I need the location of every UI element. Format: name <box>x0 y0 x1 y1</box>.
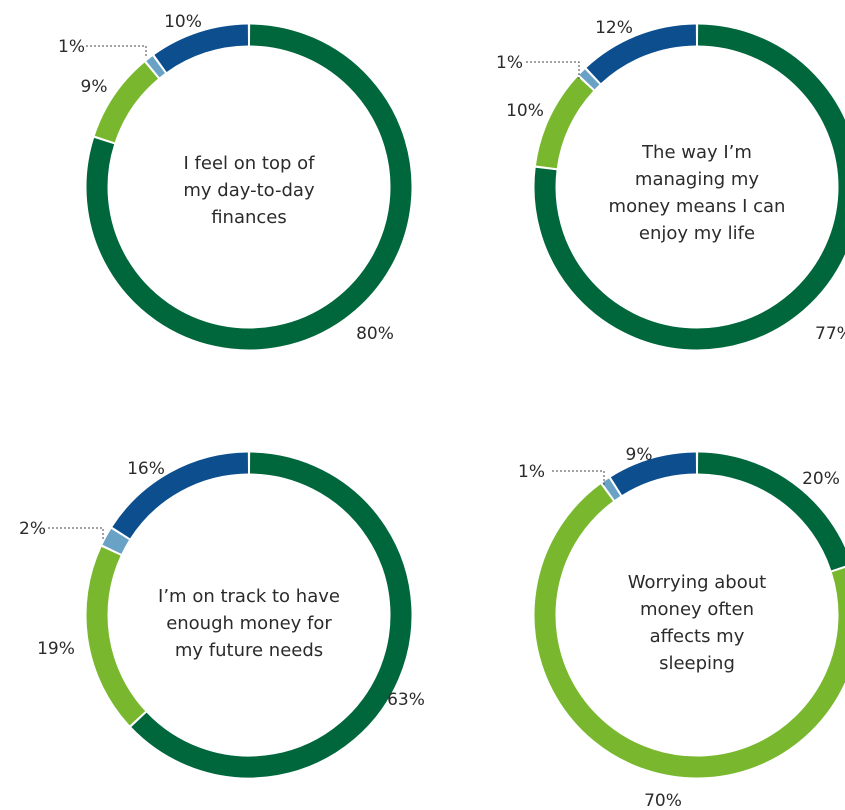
data-label-light-green: 10% <box>506 101 544 121</box>
donut-segment-dark-blue <box>112 452 249 539</box>
donut-segment-dark-green <box>697 452 845 571</box>
chart-title-line: enough money for <box>166 613 332 634</box>
donut-segment-light-green <box>535 76 594 169</box>
donut-segment-light-green <box>94 62 159 143</box>
chart-title-line: sleeping <box>659 653 735 674</box>
data-label-dark-green: 77% <box>815 324 845 344</box>
donut-segment-dark-blue <box>610 452 697 496</box>
leader-line <box>526 61 580 80</box>
chart-title-line: Worrying about <box>628 572 766 593</box>
data-label-dark-blue: 12% <box>595 18 633 38</box>
chart-title-i-feel-on-top-of-my-day-to-day: I feel on top of my day-to-day finances <box>183 153 315 228</box>
donut-segment-dark-green <box>131 452 412 778</box>
donut-segment-light-blue <box>146 56 166 78</box>
data-label-light-blue: 2% <box>19 519 46 539</box>
data-label-light-blue: 1% <box>496 53 523 73</box>
donut-segment-dark-blue <box>586 24 697 84</box>
data-label-dark-blue: 9% <box>626 445 653 465</box>
chart-title-line: affects my <box>650 626 745 647</box>
chart-title-line: managing my <box>635 169 760 190</box>
data-label-dark-green: 80% <box>356 324 394 344</box>
donut-chart-day-to-day-finances: 80% 9% 1% 10% I feel on top of my day-to-day f… <box>58 12 412 350</box>
donut-segment-dark-green <box>86 24 412 350</box>
chart-title-i-m-on-track-to-have-enough-mo: I’m on track to have enough money for my f… <box>158 586 340 661</box>
chart-title-line: I’m on track to have <box>158 586 340 607</box>
data-label-light-blue: 1% <box>58 37 85 57</box>
leader-line <box>552 470 605 485</box>
donut-chart-affects-sleeping: 20% 70% 1% 9% Worrying about money often affec… <box>518 445 845 810</box>
data-label-light-green: 70% <box>644 791 682 810</box>
donut-segment-light-blue <box>579 69 600 90</box>
data-label-light-blue: 1% <box>518 462 545 482</box>
chart-title-line: enjoy my life <box>639 223 755 244</box>
chart-title-worrying-about-money-often-aff: Worrying about money often affects my sleep… <box>628 572 766 674</box>
donut-chart-future-needs: 63% 19% 2% 16% I’m on track to have enough mo… <box>19 452 425 778</box>
donut-segment-dark-green <box>534 24 845 350</box>
chart-title-line: money means I can <box>609 196 786 217</box>
data-label-dark-green: 20% <box>802 469 840 489</box>
leader-line <box>48 527 104 540</box>
chart-title-the-way-i-m-managing-my-money-: The way I’m managing my money means I can e… <box>609 142 786 244</box>
data-label-dark-green: 63% <box>387 690 425 710</box>
data-label-light-green: 19% <box>37 639 75 659</box>
donut-segment-dark-blue <box>154 24 249 73</box>
donut-segment-light-blue <box>602 478 621 500</box>
donut-segment-light-green <box>534 484 845 778</box>
chart-title-line: I feel on top of <box>184 153 316 174</box>
chart-title-line: my day-to-day <box>183 180 315 201</box>
chart-title-line: my future needs <box>175 640 323 661</box>
chart-title-line: money often <box>640 599 754 620</box>
chart-title-line: finances <box>211 207 287 228</box>
leader-line <box>86 45 147 58</box>
donut-chart-enjoy-my-life: 77% 10% 1% 12% The way I’m managing my money m… <box>496 18 845 350</box>
data-label-dark-blue: 16% <box>127 459 165 479</box>
chart-title-line: The way I’m <box>641 142 752 163</box>
donut-segment-light-green <box>86 546 146 726</box>
data-label-dark-blue: 10% <box>164 12 202 32</box>
data-label-light-green: 9% <box>81 77 108 97</box>
donut-segment-light-blue <box>102 528 130 554</box>
